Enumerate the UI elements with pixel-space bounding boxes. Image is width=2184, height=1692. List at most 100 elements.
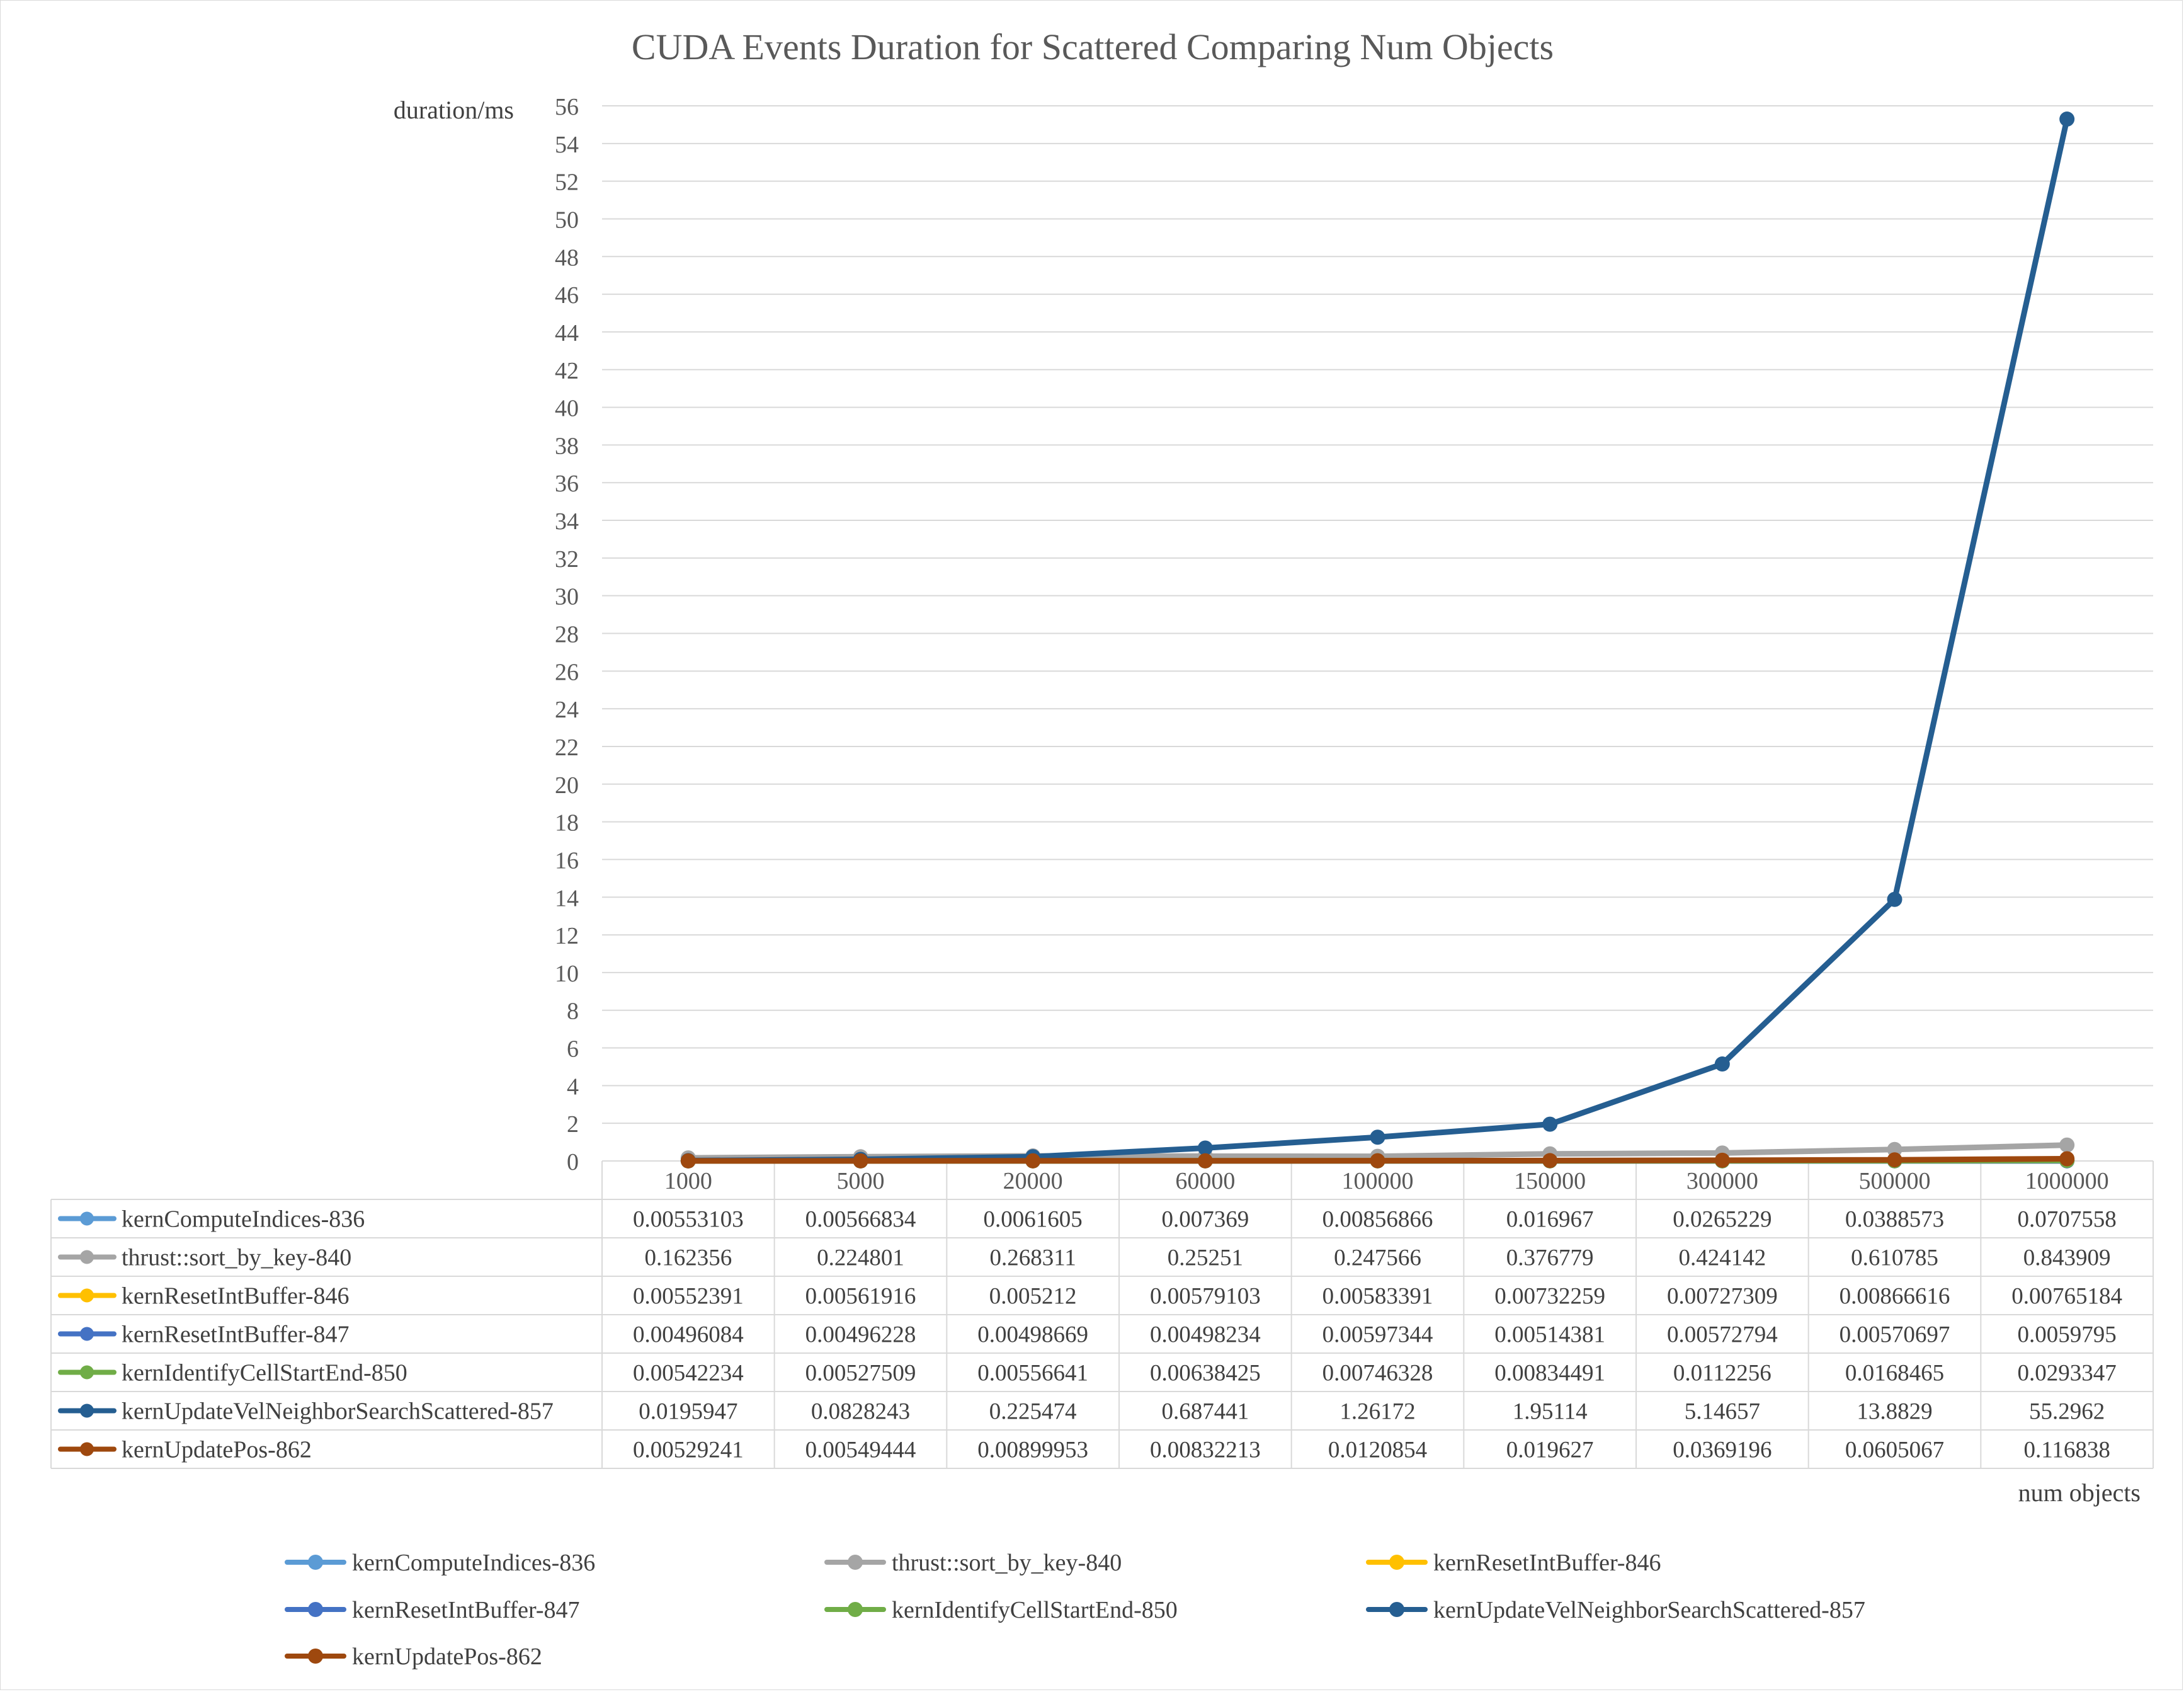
table-cell-value: 0.00834491 [1494,1361,1605,1386]
table-legend-key-marker [80,1289,94,1303]
legend-label: kernUpdateVelNeighborSearchScattered-857 [1433,1597,1865,1623]
data-point [2059,1152,2074,1167]
y-tick-label: 46 [555,282,579,309]
table-cell-value: 0.224801 [817,1245,904,1271]
table-cell-value: 0.0388573 [1845,1207,1944,1233]
table-cell-value: 0.00583391 [1322,1284,1433,1310]
data-point [1715,1056,1730,1072]
table-legend-key-marker [80,1250,94,1264]
x-tick-label: 300000 [1686,1168,1758,1194]
table-cell-value: 0.00514381 [1494,1322,1605,1348]
table-cell-value: 0.843909 [2023,1245,2111,1271]
y-tick-label: 24 [555,697,579,723]
table-cell-value: 1.26172 [1339,1399,1415,1425]
gridlines [602,106,2153,1161]
legend-label: thrust::sort_by_key-840 [892,1550,1122,1576]
table-cell-value: 0.0828243 [811,1399,910,1425]
y-tick-label: 34 [555,508,579,535]
table-cell-value: 0.00552391 [633,1284,744,1310]
table-cell-value: 0.00856866 [1322,1207,1433,1233]
table-cell-value: 0.162356 [644,1245,732,1271]
data-point [2059,1138,2074,1153]
data-point [1370,1153,1385,1169]
data-point [1542,1153,1557,1168]
table-legend-key-marker [80,1443,94,1456]
table-cell-value: 0.00570697 [1840,1322,1950,1348]
table-cell-value: 0.116838 [2023,1438,2110,1463]
table-cell-value: 0.019627 [1506,1438,1594,1463]
y-tick-label: 28 [555,622,579,648]
data-point [1025,1153,1040,1169]
table-cell-value: 0.00553103 [633,1207,744,1233]
table-cell-value: 0.0112256 [1673,1361,1772,1386]
y-tick-label: 2 [567,1111,579,1138]
table-cell-value: 0.00832213 [1150,1438,1261,1463]
y-tick-label: 14 [555,885,579,912]
table-legend-key-marker [80,1327,94,1341]
x-tick-label: 20000 [1003,1168,1063,1194]
data-point [681,1153,696,1169]
table-cell-value: 0.0168465 [1845,1361,1944,1386]
table-cell-value: 0.005212 [989,1284,1077,1310]
legend-label: kernUpdatePos-862 [352,1643,542,1670]
table-cell-value: 0.00498234 [1150,1322,1261,1348]
y-tick-label: 36 [555,471,579,497]
table-cell-value: 0.225474 [989,1399,1077,1425]
x-axis-label: num objects [2018,1478,2141,1507]
table-cell-value: 0.0195947 [639,1399,737,1425]
y-axis-label: duration/ms [394,96,514,124]
table-cell-value: 0.00496084 [633,1322,744,1348]
legend-key-marker [1389,1555,1404,1570]
y-tick-label: 22 [555,735,579,761]
y-tick-label: 32 [555,546,579,573]
table-cell-value: 0.0120854 [1328,1438,1427,1463]
table-cell-value: 0.00498669 [977,1322,1088,1348]
table-cell-value: 0.0061605 [984,1207,1083,1233]
table-cell-value: 0.00566834 [805,1207,916,1233]
x-tick-label: 1000 [664,1168,712,1194]
y-tick-label: 10 [555,961,579,987]
legend-label: kernResetIntBuffer-847 [352,1597,580,1623]
table-cell-value: 0.00529241 [633,1438,744,1463]
table-cell-value: 0.00765184 [2011,1284,2122,1310]
x-tick-label: 150000 [1514,1168,1586,1194]
data-point [1542,1117,1557,1132]
x-tick-label: 500000 [1859,1168,1931,1194]
legend-key-marker [308,1555,323,1570]
table-cell-value: 0.424142 [1678,1245,1766,1271]
legend-key-marker [308,1649,323,1664]
table-cell-value: 0.00527509 [805,1361,916,1386]
data-point [1370,1129,1385,1145]
table-cell-value: 0.007369 [1161,1207,1249,1233]
table-legend-key-marker [80,1404,94,1418]
series-line [688,119,2067,1160]
y-tick-label: 18 [555,810,579,837]
table-series-name: kernResetIntBuffer-847 [122,1322,350,1348]
table-cell-value: 0.0059795 [2018,1322,2117,1348]
table-cell-value: 0.0265229 [1673,1207,1772,1233]
data-point [1198,1153,1213,1169]
table-cell-value: 0.00561916 [805,1284,916,1310]
table-cell-value: 0.00572794 [1667,1322,1778,1348]
y-tick-label: 6 [567,1036,579,1063]
y-tick-label: 16 [555,847,579,874]
chart-title: CUDA Events Duration for Scattered Compa… [632,26,1554,67]
x-tick-label: 60000 [1175,1168,1235,1194]
legend-key-marker [308,1602,323,1617]
legend-key-marker [848,1555,863,1570]
data-point [853,1153,868,1169]
table-cell-value: 0.25251 [1168,1245,1243,1271]
table-legend-key-marker [80,1212,94,1226]
table-cell-value: 0.00542234 [633,1361,744,1386]
y-axis-ticks: 0246810121416182022242628303234363840424… [555,94,579,1175]
table-cell-value: 0.00638425 [1150,1361,1261,1386]
y-tick-label: 44 [555,320,579,346]
table-legend-key-marker [80,1366,94,1380]
data-point [1887,1152,1902,1167]
table-cell-value: 55.2962 [2029,1399,2105,1425]
x-tick-label: 5000 [837,1168,885,1194]
table-cell-value: 0.0605067 [1845,1438,1944,1463]
table-cell-value: 0.00866616 [1840,1284,1950,1310]
